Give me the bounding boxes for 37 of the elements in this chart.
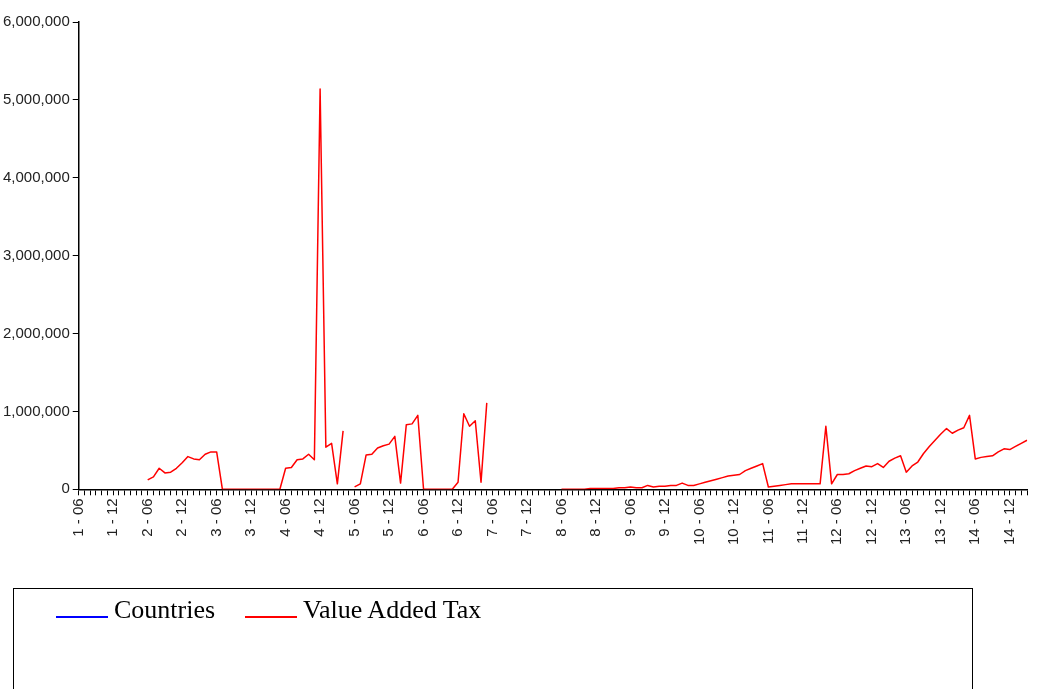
x-tick-label: 3 - 12 bbox=[241, 498, 259, 537]
x-tick-label: 2 - 06 bbox=[137, 498, 155, 537]
y-tick-label: 5,000,000 bbox=[3, 90, 70, 108]
x-tick-label: 6 - 06 bbox=[413, 498, 431, 537]
x-tick-label: 7 - 12 bbox=[517, 498, 535, 537]
x-tick-label: 9 - 06 bbox=[620, 498, 638, 537]
x-tick-label: 1 - 12 bbox=[103, 498, 121, 537]
x-tick-label: 12 - 06 bbox=[827, 498, 845, 545]
x-tick-label: 5 - 12 bbox=[379, 498, 397, 537]
x-tick-label: 13 - 12 bbox=[930, 498, 948, 545]
y-tick-label: 6,000,000 bbox=[3, 12, 70, 30]
x-tick-label: 8 - 12 bbox=[586, 498, 604, 537]
legend-label: Value Added Tax bbox=[303, 595, 482, 625]
x-tick-label: 6 - 12 bbox=[448, 498, 466, 537]
x-tick-label: 4 - 12 bbox=[310, 498, 328, 537]
x-tick-label: 3 - 06 bbox=[206, 498, 224, 537]
x-tick-label: 7 - 06 bbox=[482, 498, 500, 537]
y-tick-label: 4,000,000 bbox=[3, 167, 70, 185]
y-tick-label: 2,000,000 bbox=[3, 323, 70, 341]
x-tick-label: 2 - 12 bbox=[172, 498, 190, 537]
x-tick-label: 5 - 06 bbox=[344, 498, 362, 537]
x-tick-label: 11 - 06 bbox=[758, 498, 776, 544]
y-tick-label: 0 bbox=[61, 479, 70, 497]
x-tick-label: 11 - 12 bbox=[793, 498, 810, 544]
x-tick-label: 14 - 06 bbox=[965, 498, 983, 545]
x-tick-label: 8 - 06 bbox=[551, 498, 569, 537]
x-tick-label: 10 - 12 bbox=[724, 498, 742, 545]
x-tick-label: 14 - 12 bbox=[999, 498, 1017, 545]
x-tick-label: 13 - 06 bbox=[896, 498, 914, 545]
x-tick-label: 12 - 12 bbox=[861, 498, 879, 545]
y-tick-label: 1,000,000 bbox=[3, 401, 70, 419]
x-tick-label: 9 - 12 bbox=[655, 498, 673, 537]
legend-label: Countries bbox=[114, 595, 216, 625]
y-tick-label: 3,000,000 bbox=[3, 245, 70, 263]
x-tick-label: 10 - 06 bbox=[689, 498, 707, 545]
x-tick-label: 1 - 06 bbox=[68, 498, 86, 537]
x-tick-label: 4 - 06 bbox=[275, 498, 293, 537]
